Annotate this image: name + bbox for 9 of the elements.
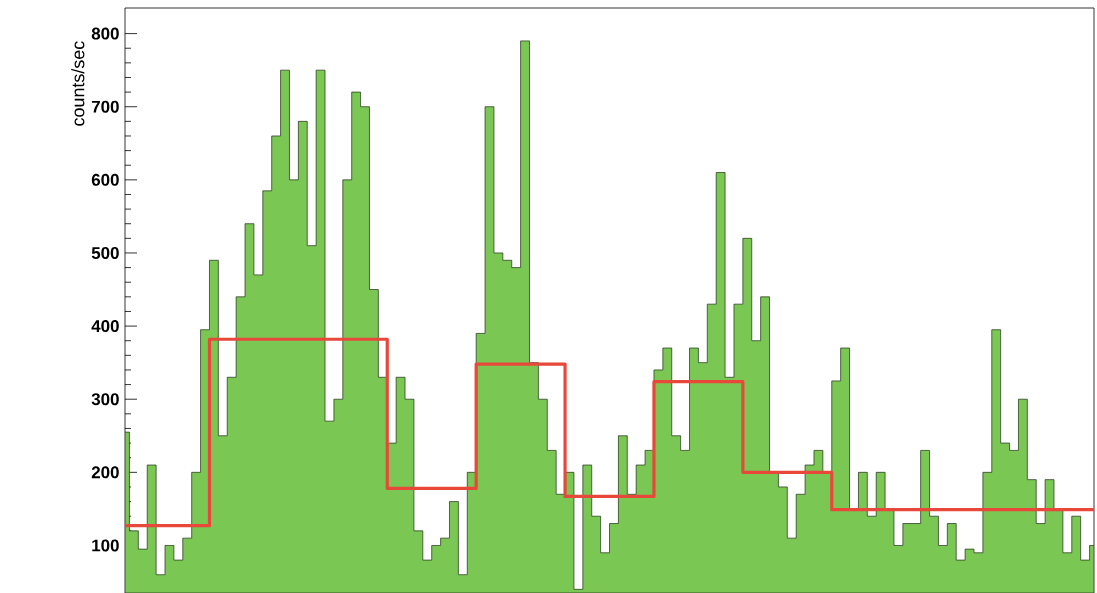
- y-tick-label: 100: [92, 539, 119, 552]
- y-tick-label: 300: [91, 393, 119, 406]
- y-axis-title: counts/sec: [71, 41, 85, 126]
- y-tick-label: 400: [91, 319, 119, 332]
- y-tick-label: 200: [91, 466, 119, 479]
- y-tick-label: 800: [91, 27, 119, 40]
- y-tick-label: 700: [91, 100, 119, 113]
- y-tick-label: 500: [91, 246, 119, 259]
- y-tick-label: 600: [91, 173, 119, 186]
